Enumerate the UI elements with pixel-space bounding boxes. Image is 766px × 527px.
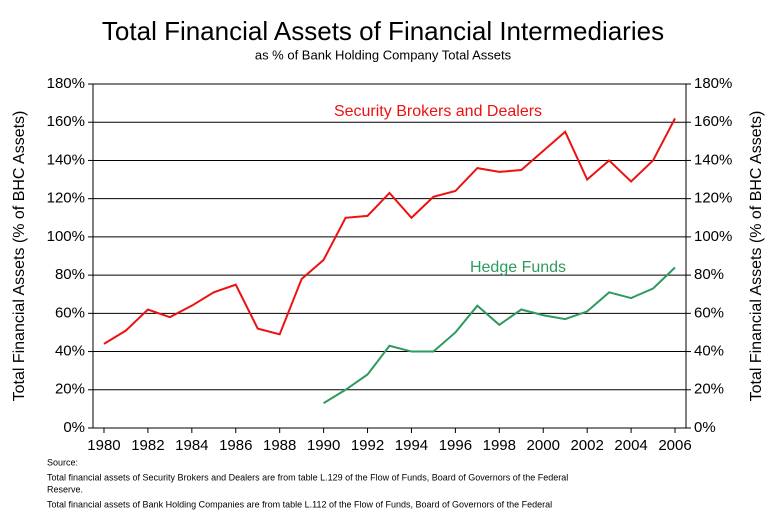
series-line [323, 266, 676, 405]
x-tick-label: 1982 [131, 437, 164, 454]
x-tick-label: 1996 [439, 437, 472, 454]
y2-tick-label: 40% [694, 343, 724, 360]
x-tick-label: 2002 [570, 437, 603, 454]
y-tick-label: 0% [63, 419, 85, 436]
x-tick-label: 1988 [263, 437, 296, 454]
chart-title: Total Financial Assets of Financial Inte… [102, 16, 664, 46]
x-tick-label: 1992 [351, 437, 384, 454]
y-tick-label: 120% [47, 190, 85, 207]
y2-tick-label: 180% [694, 75, 732, 92]
y-tick-label: 160% [47, 113, 85, 130]
series-label: Security Brokers and Dealers [334, 103, 542, 120]
x-tick-label: 1986 [219, 437, 252, 454]
x-tick-label: 2004 [614, 437, 647, 454]
series-label: Hedge Funds [470, 259, 566, 276]
x-tick-label: 2000 [527, 437, 560, 454]
y-tick-label: 40% [55, 343, 85, 360]
x-tick-label: 1984 [175, 437, 208, 454]
chart-subtitle: as % of Bank Holding Company Total Asset… [255, 47, 512, 62]
note: Total financial assets of Bank Holding C… [47, 499, 552, 509]
y2-axis-label: Total Financial Assets (% of BHC Assets) [748, 111, 765, 402]
y-axis-label: Total Financial Assets (% of BHC Assets) [11, 111, 28, 402]
y2-tick-label: 160% [694, 113, 732, 130]
x-tick-label: 2006 [658, 437, 691, 454]
note: Total financial assets of Security Broke… [47, 472, 568, 482]
note: Source: [47, 457, 78, 467]
x-tick-label: 1980 [87, 437, 120, 454]
y2-tick-label: 120% [694, 190, 732, 207]
y-tick-label: 140% [47, 151, 85, 168]
y-tick-label: 80% [55, 266, 85, 283]
x-tick-label: 1994 [395, 437, 428, 454]
x-tick-label: 1998 [483, 437, 516, 454]
series-line [103, 117, 676, 345]
y2-tick-label: 140% [694, 151, 732, 168]
x-tick-label: 1990 [307, 437, 340, 454]
note: Reserve. [47, 484, 83, 494]
y2-tick-label: 80% [694, 266, 724, 283]
y2-tick-label: 100% [694, 228, 732, 245]
y-tick-label: 180% [47, 75, 85, 92]
y-tick-label: 60% [55, 304, 85, 321]
y-tick-label: 100% [47, 228, 85, 245]
plot-frame [92, 83, 687, 429]
y-tick-label: 20% [55, 381, 85, 398]
y2-tick-label: 20% [694, 381, 724, 398]
y2-tick-label: 60% [694, 304, 724, 321]
y2-tick-label: 0% [694, 419, 716, 436]
